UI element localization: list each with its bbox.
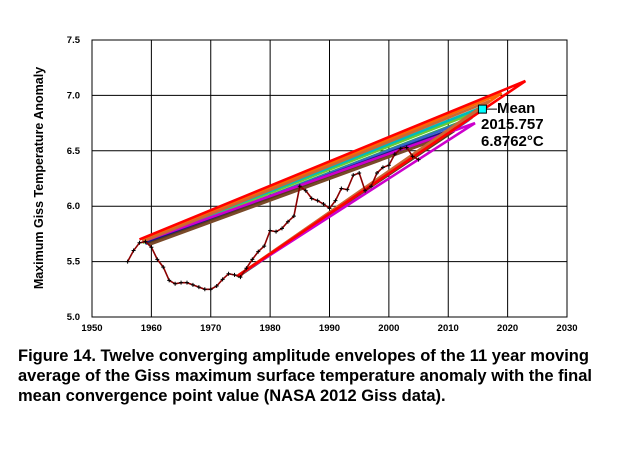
mean-point-marker bbox=[477, 104, 487, 114]
data-point-marker bbox=[303, 188, 308, 193]
data-point-marker bbox=[220, 277, 225, 282]
data-point-marker bbox=[339, 186, 344, 191]
y-tick-label: 7.0 bbox=[67, 90, 80, 101]
envelope-line bbox=[147, 129, 455, 278]
mean-point-group bbox=[477, 104, 497, 114]
data-point-marker bbox=[190, 282, 195, 287]
y-axis-label: Maximum Giss Temperature Anomaly bbox=[32, 67, 46, 289]
moving-average-series bbox=[125, 145, 421, 292]
data-point-marker bbox=[161, 265, 166, 270]
x-tick-label: 2020 bbox=[497, 323, 518, 334]
data-point-marker bbox=[321, 201, 326, 206]
data-point-marker bbox=[125, 259, 130, 264]
data-point-marker bbox=[131, 248, 136, 253]
data-point-marker bbox=[202, 287, 207, 292]
data-point-marker bbox=[208, 287, 213, 292]
data-point-marker bbox=[315, 198, 320, 203]
data-point-marker bbox=[173, 281, 178, 286]
data-point-marker bbox=[232, 272, 237, 277]
data-point-marker bbox=[392, 152, 397, 157]
annotation-value-number: 6.8762 bbox=[481, 133, 527, 150]
annotation-year: 2015.757 bbox=[481, 116, 544, 133]
y-tick-label: 6.0 bbox=[67, 201, 80, 212]
y-tick-labels: 5.0 5.5 6.0 6.5 7.0 7.5 bbox=[67, 35, 81, 323]
data-point-marker bbox=[214, 283, 219, 288]
data-point-marker bbox=[345, 187, 350, 192]
data-point-marker bbox=[309, 196, 314, 201]
x-tick-label: 2030 bbox=[556, 323, 577, 334]
data-point-marker bbox=[404, 145, 409, 150]
annotation-value: 6.8762°C bbox=[481, 133, 544, 150]
data-point-marker bbox=[262, 244, 267, 249]
x-tick-label: 1990 bbox=[319, 323, 340, 334]
data-point-marker bbox=[363, 188, 368, 193]
annotation-unit: °C bbox=[527, 133, 544, 150]
data-point-marker bbox=[297, 184, 302, 189]
data-point-marker bbox=[137, 240, 142, 245]
data-point-marker bbox=[285, 219, 290, 224]
data-point-marker bbox=[357, 170, 362, 175]
data-point-marker bbox=[185, 280, 189, 285]
envelope-line bbox=[142, 121, 476, 278]
y-tick-label: 5.0 bbox=[67, 312, 80, 323]
data-point-marker bbox=[238, 275, 243, 280]
envelopes bbox=[139, 79, 527, 279]
data-point-marker bbox=[416, 157, 421, 162]
x-tick-label: 2000 bbox=[378, 323, 399, 334]
data-point-marker bbox=[333, 198, 338, 203]
data-point-marker bbox=[167, 278, 172, 283]
data-point-marker bbox=[280, 226, 284, 231]
annotation-mean: Mean bbox=[497, 100, 535, 117]
x-tick-label: 1970 bbox=[200, 323, 221, 334]
data-point-marker bbox=[291, 214, 296, 219]
figure-caption: Figure 14. Twelve converging amplitude e… bbox=[18, 347, 593, 405]
moving-average-line bbox=[126, 146, 419, 291]
y-tick-label: 7.5 bbox=[67, 35, 81, 46]
chart: Maximum Giss Temperature Anomaly 5.0 5.5 6… bbox=[32, 35, 578, 334]
data-point-marker bbox=[244, 266, 249, 271]
x-tick-label: 1950 bbox=[81, 323, 102, 334]
data-point-marker bbox=[226, 271, 231, 276]
data-point-marker bbox=[369, 184, 374, 189]
data-point-marker bbox=[149, 245, 154, 250]
x-tick-label: 2010 bbox=[438, 323, 459, 334]
envelope-line bbox=[139, 79, 527, 278]
data-point-marker bbox=[250, 257, 255, 262]
y-tick-label: 6.5 bbox=[67, 146, 81, 157]
data-point-marker bbox=[268, 228, 273, 233]
data-point-marker bbox=[380, 165, 385, 170]
data-point-marker bbox=[196, 285, 201, 290]
data-point-marker bbox=[143, 239, 148, 244]
data-point-marker bbox=[351, 173, 356, 178]
plot-frame bbox=[91, 39, 568, 318]
data-point-marker bbox=[274, 229, 279, 234]
data-point-marker bbox=[256, 249, 261, 254]
data-point-marker bbox=[179, 280, 184, 285]
x-tick-labels: 1950 1960 1970 1980 1990 2000 2010 2020 2030 bbox=[81, 323, 577, 334]
y-tick-label: 5.5 bbox=[67, 257, 81, 268]
data-point-marker bbox=[327, 206, 332, 211]
data-point-marker bbox=[386, 163, 391, 168]
x-tick-label: 1980 bbox=[260, 323, 281, 334]
x-tick-label: 1960 bbox=[141, 323, 162, 334]
mean-annotation: Mean 2015.757 6.8762°C bbox=[481, 100, 544, 150]
data-point-marker bbox=[410, 154, 415, 159]
data-point-marker bbox=[398, 146, 403, 151]
data-point-marker bbox=[375, 170, 379, 175]
data-point-marker bbox=[155, 257, 160, 262]
